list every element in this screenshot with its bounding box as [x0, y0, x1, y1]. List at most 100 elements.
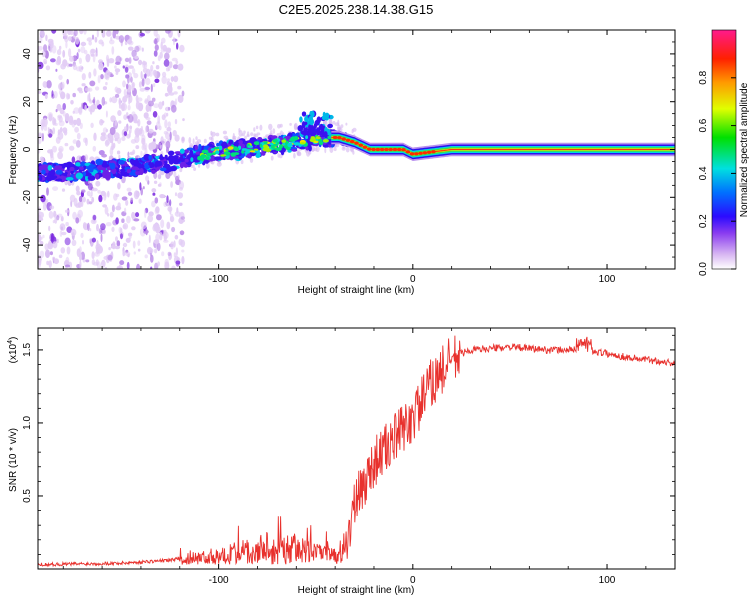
- spectrogram-noise-blob: [77, 201, 82, 208]
- spectrogram-noise-blob: [170, 76, 174, 82]
- spectrogram-noise-blob: [38, 61, 44, 70]
- spectrogram-noise-blob: [46, 260, 50, 266]
- spectrogram-noise-blob: [55, 136, 61, 144]
- spectrogram-noise-blob: [124, 66, 129, 73]
- spectrogram-noise-blob: [59, 230, 63, 238]
- spectrogram-noise-blob: [122, 250, 126, 257]
- spectrogram-noise-blob: [100, 223, 106, 231]
- spectrogram-noise-blob: [173, 91, 178, 95]
- spectrogram-noise-blob: [141, 47, 144, 52]
- spectrogram-noise-blob: [131, 49, 137, 58]
- spectrogram-excursion-blob: [299, 116, 303, 123]
- spectrogram-noise-blob: [142, 186, 145, 190]
- spectrogram-noise-blob: [78, 57, 82, 64]
- spectrogram-excursion-blob: [304, 116, 309, 123]
- spectrogram-noise-blob: [60, 91, 66, 100]
- spectrogram-noise-blob: [49, 233, 55, 242]
- spectrogram-noise-blob: [174, 119, 178, 125]
- spectrogram-noise-blob: [94, 36, 98, 43]
- spectrogram-noise-blob: [170, 181, 174, 188]
- spectrogram-halo-blob: [337, 119, 340, 126]
- spectrogram-noise-blob: [78, 107, 83, 114]
- spectrogram-noise-blob: [182, 118, 185, 122]
- spectrogram-ridge-blob: [78, 166, 84, 171]
- spectrogram-noise-blob: [72, 92, 76, 98]
- spectrogram-noise-blob: [72, 139, 78, 144]
- spectrogram-noise-blob: [137, 248, 141, 252]
- spectrogram-ridge-blob: [126, 168, 131, 174]
- spectrogram-noise-blob: [62, 59, 68, 67]
- spectrogram-noise-blob: [167, 251, 171, 256]
- figure-title: C2E5.2025.238.14.38.G15: [279, 2, 434, 17]
- spectrogram-noise-blob: [139, 32, 145, 37]
- spectrogram-ridge-blob: [39, 175, 43, 182]
- spectrogram-noise-blob: [79, 260, 82, 269]
- spectrogram-noise-blob: [89, 156, 95, 161]
- spectrogram-noise-blob: [98, 39, 104, 45]
- spectrogram-excursion-blob: [314, 119, 320, 126]
- spectrogram-noise-blob: [152, 61, 155, 65]
- spectrogram-halo-blob: [244, 135, 247, 140]
- spectrogram-noise-blob: [176, 42, 179, 50]
- spectrogram-noise-blob: [122, 65, 126, 69]
- spectrogram-noise-blob: [153, 222, 160, 232]
- spectrogram-noise-blob: [71, 156, 76, 164]
- spectrogram-noise-blob: [59, 223, 66, 231]
- spectrogram-noise-blob: [83, 137, 88, 143]
- spectrogram-noise-blob: [102, 86, 107, 91]
- spectrogram-noise-blob: [127, 151, 130, 158]
- spectrogram-noise-blob: [123, 131, 128, 137]
- spectrogram-excursion-blob: [300, 130, 306, 135]
- spectrogram-noise-blob: [146, 120, 152, 125]
- spectrogram-excursion-blob: [298, 125, 303, 129]
- spectrogram-noise-blob: [144, 98, 149, 103]
- spectrogram-noise-blob: [123, 89, 127, 97]
- spectrogram-noise-blob: [105, 81, 108, 86]
- spectrogram-ridge-blob: [129, 171, 136, 176]
- spectrogram-halo-blob: [249, 157, 254, 163]
- colorbar-tick-label: 0.6: [698, 118, 709, 132]
- spectrogram-noise-blob: [58, 74, 63, 81]
- spectrogram-noise-blob: [133, 190, 140, 200]
- spectrogram-noise-blob: [150, 266, 153, 269]
- spectrogram-ytick-label: -40: [22, 237, 33, 252]
- spectrogram-noise-blob: [41, 50, 46, 58]
- spectrogram-strong-blob: [227, 146, 234, 150]
- spectrogram-strong-blob: [206, 152, 213, 157]
- spectrogram-noise-blob: [144, 209, 147, 219]
- spectrogram-noise-blob: [100, 120, 105, 124]
- spectrogram-ridge-blob: [88, 167, 94, 173]
- spectrogram-noise-blob: [111, 96, 118, 104]
- snr-background: [38, 328, 675, 569]
- snr-ylabel: SNR (10 * v/v): [8, 428, 19, 492]
- spectrogram-noise-blob: [181, 90, 185, 97]
- spectrogram-halo-blob: [293, 123, 297, 131]
- spectrogram-excursion-blob: [327, 123, 333, 129]
- spectrogram-noise-blob: [129, 125, 132, 134]
- spectrogram-noise-blob: [60, 247, 66, 254]
- spectrogram-noise-blob: [126, 83, 129, 90]
- spectrogram-ticks: -100 0 100 -40 -20 0 20 40: [22, 30, 675, 285]
- spectrogram-noise-blob: [115, 236, 118, 242]
- spectrogram-ridge-blob: [109, 162, 116, 170]
- spectrogram-noise-blob: [167, 121, 171, 128]
- spectrogram-noise-blob: [94, 251, 100, 257]
- spectrogram-noise-blob: [127, 191, 133, 196]
- spectrogram-noise-blob: [163, 130, 169, 135]
- carrier-peak-dot: [392, 147, 398, 152]
- spectrogram-noise-blob: [45, 34, 48, 41]
- spectrogram-halo-blob: [297, 150, 301, 156]
- spectrogram-ridge-blob: [67, 173, 71, 178]
- spectrogram-strong-blob: [213, 146, 220, 150]
- spectrogram-noise-blob: [122, 80, 126, 88]
- spectrogram-noise-blob: [124, 57, 130, 63]
- spectrogram-noise-blob: [128, 57, 132, 64]
- spectrogram-strong-blob: [248, 145, 253, 148]
- snr-ytick-label: 1.0: [22, 416, 33, 430]
- spectrogram-noise-blob: [67, 93, 71, 100]
- spectrogram-noise-blob: [65, 209, 69, 213]
- spectrogram-ridge-blob: [88, 164, 96, 169]
- spectrogram-noise-blob: [134, 45, 140, 53]
- spectrogram-ridge-blob: [159, 167, 167, 172]
- spectrogram-halo-blob: [337, 124, 341, 132]
